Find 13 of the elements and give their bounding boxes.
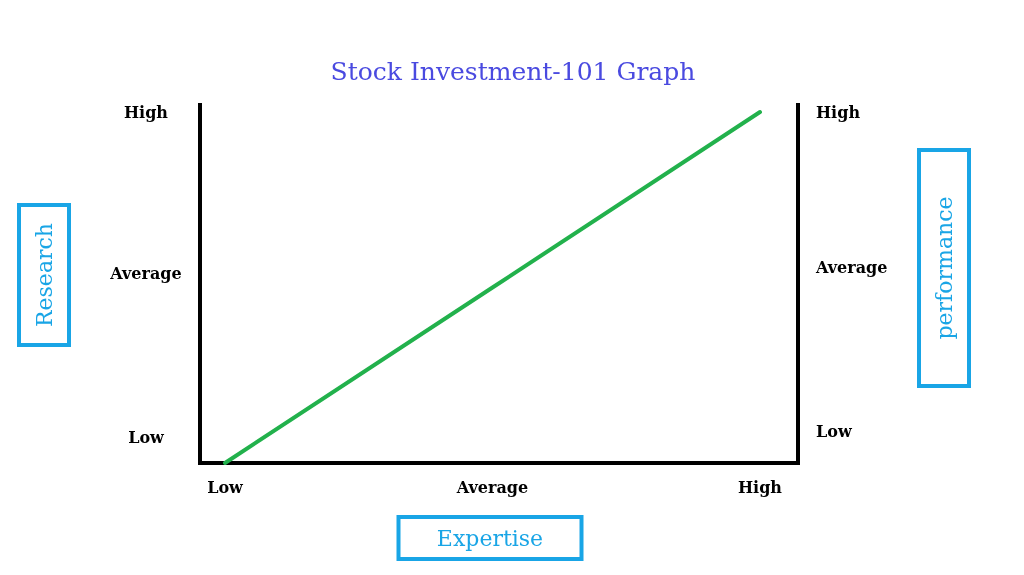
text: Average: [815, 258, 888, 277]
x-axis-title: Expertise: [436, 525, 544, 551]
text: Research: [31, 222, 57, 328]
text: performance: [931, 196, 957, 340]
text: High: [123, 103, 169, 122]
x-tick-label: Average: [455, 478, 529, 497]
text: Average: [109, 264, 182, 283]
text: High: [816, 103, 861, 122]
chart-title: Stock Investment-101 Graph: [330, 57, 696, 86]
x-tick-label: High: [737, 478, 783, 497]
text: Low: [128, 428, 166, 447]
text: Low: [816, 422, 853, 441]
x-tick-label: Low: [207, 478, 245, 497]
